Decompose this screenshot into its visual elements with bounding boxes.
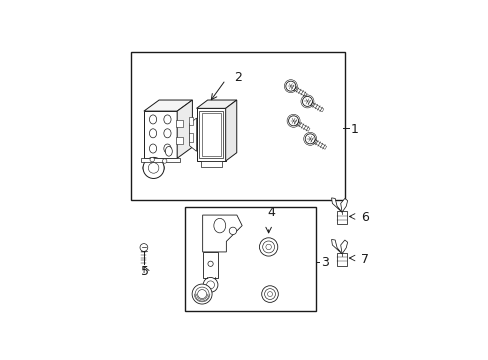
Ellipse shape [165, 147, 172, 156]
Ellipse shape [149, 129, 156, 138]
Polygon shape [143, 100, 192, 111]
Circle shape [140, 244, 147, 251]
Polygon shape [306, 100, 323, 112]
Circle shape [143, 157, 164, 179]
Circle shape [162, 159, 166, 163]
Polygon shape [202, 252, 218, 278]
Polygon shape [177, 100, 192, 158]
Polygon shape [141, 158, 180, 162]
Circle shape [265, 244, 271, 250]
Bar [188, 133, 193, 141]
Text: 6: 6 [361, 211, 368, 224]
Circle shape [264, 289, 275, 300]
Bar [336, 253, 346, 266]
Polygon shape [340, 198, 347, 212]
Text: 3: 3 [321, 256, 328, 269]
Ellipse shape [149, 144, 156, 153]
Circle shape [259, 238, 277, 256]
Polygon shape [331, 239, 342, 254]
Bar [201, 113, 220, 156]
Bar [199, 111, 223, 158]
Bar [143, 111, 177, 158]
Ellipse shape [207, 261, 213, 266]
Bar [188, 117, 193, 125]
Polygon shape [202, 215, 242, 252]
Ellipse shape [229, 227, 236, 235]
Bar [175, 137, 183, 144]
Bar [336, 211, 346, 224]
Polygon shape [340, 240, 347, 254]
Text: 5: 5 [141, 265, 149, 278]
Circle shape [262, 241, 274, 253]
Bar [196, 108, 225, 161]
Circle shape [261, 286, 278, 302]
Circle shape [150, 157, 154, 162]
Text: 4: 4 [267, 206, 275, 219]
Bar [175, 120, 183, 127]
Ellipse shape [163, 129, 171, 138]
Ellipse shape [213, 219, 225, 233]
Text: 7: 7 [361, 253, 369, 266]
Circle shape [285, 81, 295, 91]
Ellipse shape [149, 115, 156, 124]
Polygon shape [225, 100, 236, 161]
Text: 2: 2 [234, 71, 242, 84]
Ellipse shape [163, 115, 171, 124]
Circle shape [267, 292, 272, 297]
Polygon shape [309, 138, 326, 149]
Circle shape [197, 289, 206, 298]
Circle shape [192, 284, 212, 304]
Text: 1: 1 [350, 123, 358, 136]
Circle shape [302, 96, 312, 107]
Polygon shape [196, 100, 236, 108]
Circle shape [195, 287, 209, 301]
Bar [200, 161, 221, 167]
Circle shape [206, 281, 214, 289]
Circle shape [305, 134, 315, 144]
Bar [185, 207, 315, 311]
Polygon shape [331, 198, 342, 212]
Polygon shape [289, 85, 306, 96]
Polygon shape [189, 118, 196, 151]
Circle shape [203, 278, 218, 292]
Bar [131, 51, 344, 200]
Polygon shape [292, 120, 309, 131]
Circle shape [148, 163, 159, 173]
Circle shape [288, 116, 298, 126]
Ellipse shape [163, 144, 171, 153]
